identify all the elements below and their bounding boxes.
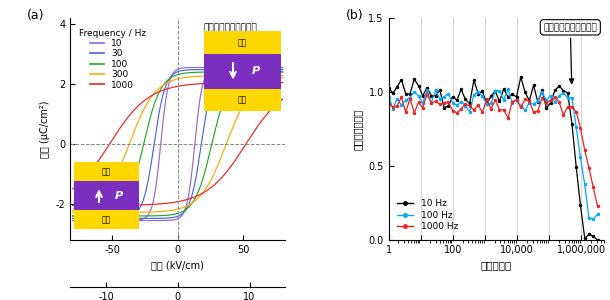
- X-axis label: 電場 (kV/cm): 電場 (kV/cm): [151, 260, 204, 270]
- Y-axis label: 分極 (μC/cm²): 分極 (μC/cm²): [40, 100, 50, 158]
- Text: (a): (a): [27, 9, 45, 22]
- X-axis label: サイクル数: サイクル数: [481, 260, 512, 270]
- Text: 数十万回まで特性保持: 数十万回まで特性保持: [544, 23, 597, 83]
- Text: (b): (b): [346, 9, 364, 22]
- Y-axis label: 規格化残留分極: 規格化残留分極: [353, 108, 363, 150]
- Legend: 10 Hz, 100 Hz, 1000 Hz: 10 Hz, 100 Hz, 1000 Hz: [395, 197, 460, 233]
- Legend: 10, 30, 100, 300, 1000: 10, 30, 100, 300, 1000: [77, 27, 148, 91]
- Text: キャパシタ型デバイス: キャパシタ型デバイス: [204, 24, 257, 32]
